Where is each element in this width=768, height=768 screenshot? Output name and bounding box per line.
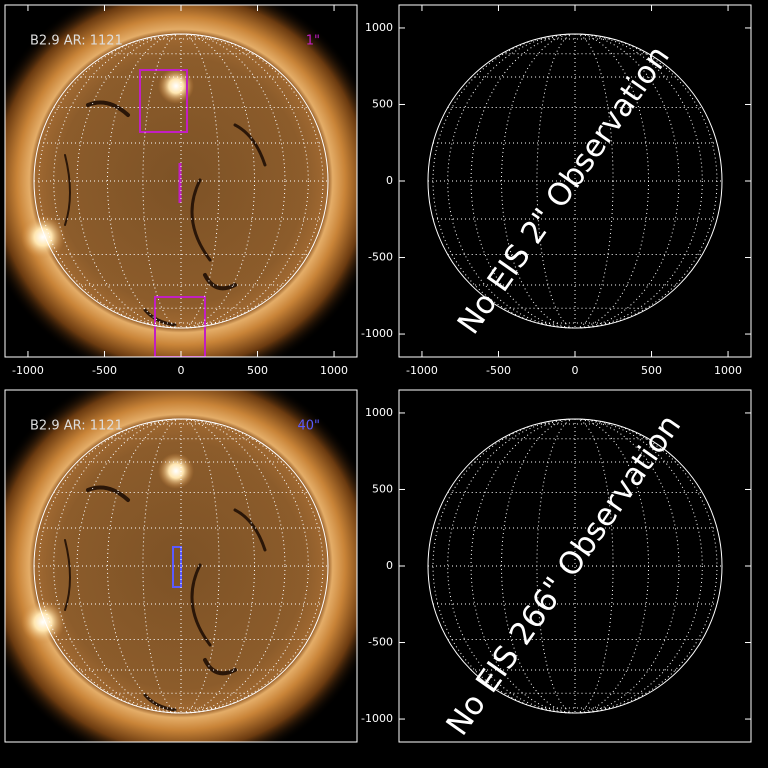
helio-grid <box>428 33 722 329</box>
longitude <box>536 33 614 329</box>
x-tick-label: -1000 <box>12 364 44 377</box>
plot-area <box>427 418 723 714</box>
x-tick-label: 0 <box>572 364 579 377</box>
x-tick-label: 1000 <box>714 364 742 377</box>
x-tick-label: 500 <box>247 364 268 377</box>
y-tick-label: 1000 <box>365 21 393 34</box>
axes-frame <box>4 389 358 743</box>
info-label: B2.9 AR: 1121 <box>30 419 123 434</box>
longitude <box>501 418 649 714</box>
filament <box>143 693 177 712</box>
filament <box>233 123 267 167</box>
filament <box>190 563 212 647</box>
y-tick-label: 0 <box>386 559 393 572</box>
longitude <box>107 33 255 329</box>
y-tick-label: -1000 <box>361 712 393 725</box>
x-tick-label: -500 <box>92 364 117 377</box>
longitude <box>536 418 614 714</box>
x-tick-label: -1000 <box>406 364 438 377</box>
longitude <box>501 33 649 329</box>
longitude <box>76 33 286 329</box>
slit-box <box>139 69 188 133</box>
limb <box>33 33 329 329</box>
filament <box>143 308 177 327</box>
helio-grid <box>428 418 722 714</box>
limb-flare <box>21 600 65 644</box>
panel: B2.9 AR: 1121 40" <box>4 389 358 743</box>
x-tick-label: 0 <box>178 364 185 377</box>
limb <box>33 418 329 714</box>
limb-flare <box>21 215 65 259</box>
y-tick-label: 500 <box>372 97 393 110</box>
y-tick-label: 1000 <box>365 406 393 419</box>
filament <box>64 539 71 611</box>
y-tick-label: 500 <box>372 482 393 495</box>
longitude <box>142 418 220 714</box>
plot-area <box>5 390 357 742</box>
limb <box>427 418 723 714</box>
slit-label: 40" <box>297 419 320 434</box>
filament <box>86 100 130 117</box>
x-tick-label: 500 <box>641 364 662 377</box>
x-tick-label: -500 <box>486 364 511 377</box>
panel: B2.9 AR: 1121 1" -1000 -500 0 500 1000 <box>4 4 358 377</box>
longitude <box>470 33 680 329</box>
longitude <box>76 418 286 714</box>
filament <box>233 508 267 552</box>
limb <box>427 33 723 329</box>
y-tick-label: -500 <box>368 251 393 264</box>
plot-area <box>5 5 357 357</box>
filament <box>64 154 71 226</box>
longitude <box>470 418 680 714</box>
filament <box>190 178 212 262</box>
helio-grid <box>34 33 328 329</box>
active-region <box>158 453 194 489</box>
longitude <box>447 418 703 714</box>
slit-box <box>154 296 206 357</box>
y-tick-label: 0 <box>386 174 393 187</box>
active-region <box>158 68 194 104</box>
longitude <box>53 33 309 329</box>
x-tick-label: 1000 <box>320 364 348 377</box>
longitude <box>53 418 309 714</box>
annotation: No EIS 2" Observation <box>451 39 677 341</box>
y-tick-label: -500 <box>368 636 393 649</box>
y-tick-label: -1000 <box>361 327 393 340</box>
slit-label: 1" <box>306 34 320 49</box>
longitude <box>107 418 255 714</box>
plot-area <box>427 33 723 329</box>
longitude <box>142 33 220 329</box>
panel: -1000 -500 0 500 1000 -1000 -500 0 500 1000 No EIS… <box>361 4 752 377</box>
filament <box>86 485 130 502</box>
corona <box>5 5 357 357</box>
helio-grid <box>34 418 328 714</box>
longitude <box>447 33 703 329</box>
info-label: B2.9 AR: 1121 <box>30 34 123 49</box>
